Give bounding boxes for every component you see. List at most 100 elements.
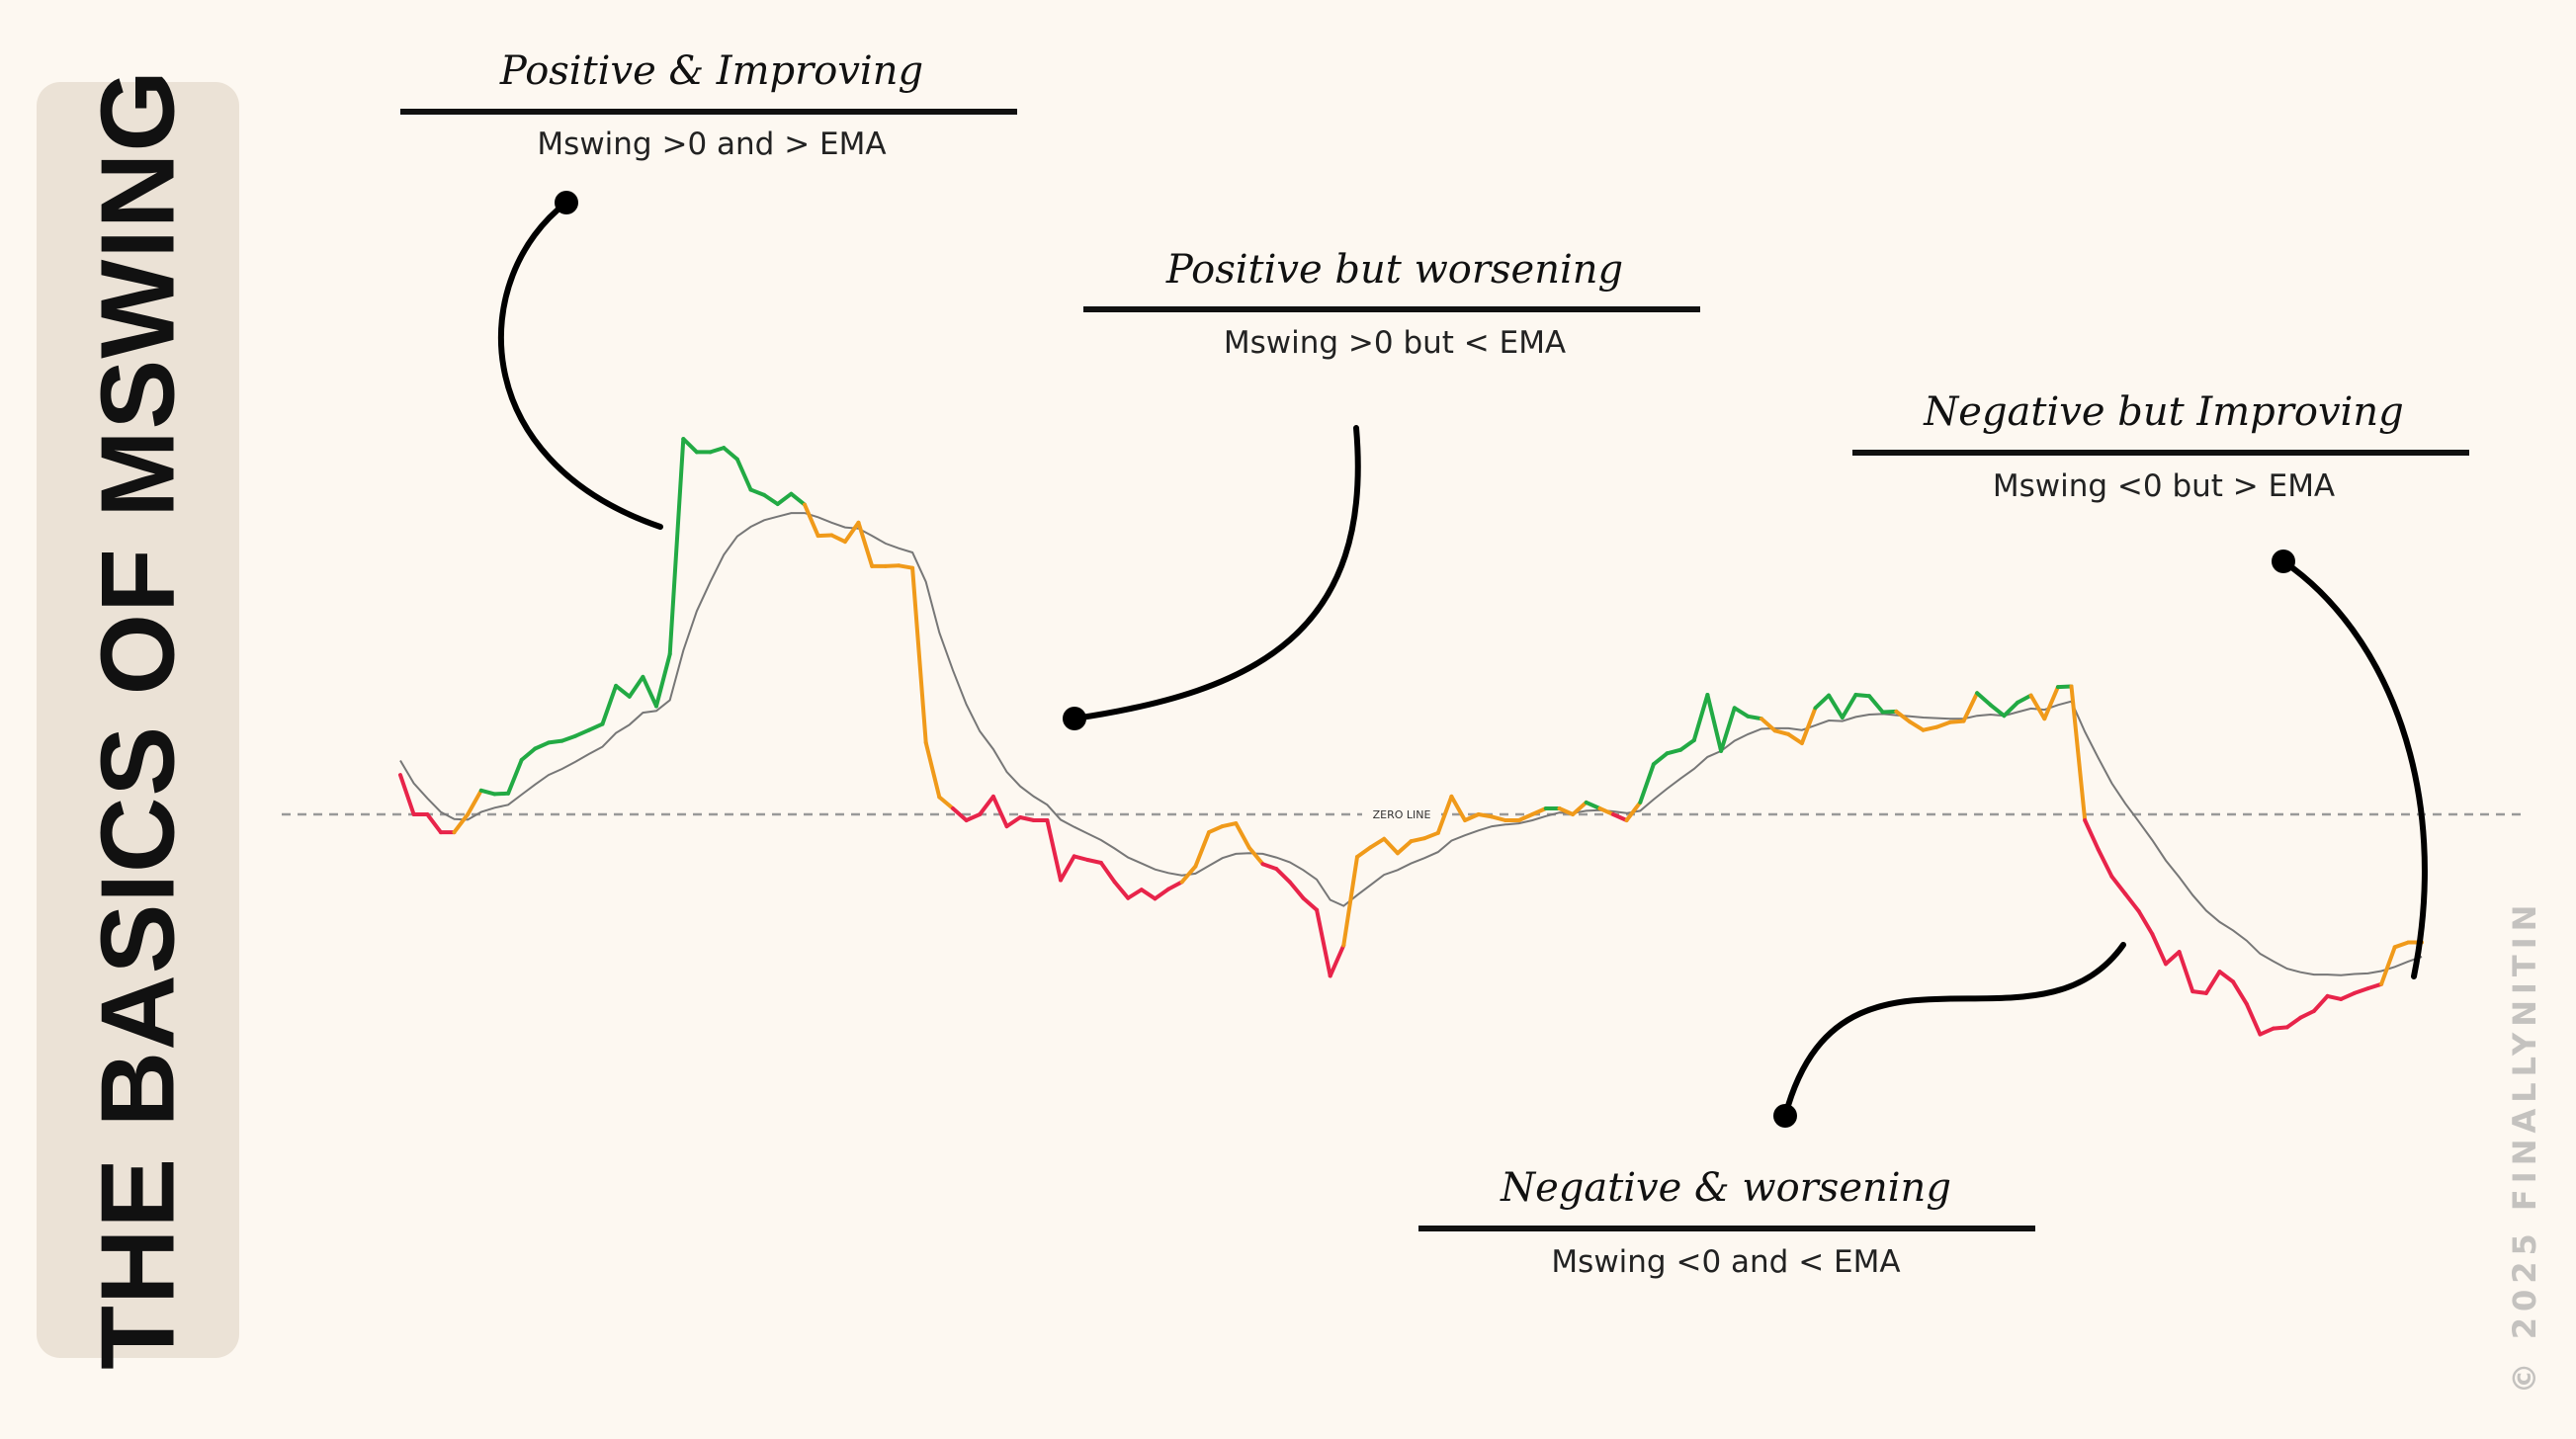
- mswing-series: [398, 437, 2424, 1037]
- mswing-segment: [1112, 880, 1131, 900]
- mswing-segment: [748, 487, 767, 497]
- annotation-subtitle: Mswing <0 and < EMA: [1551, 1244, 1900, 1280]
- mswing-segment: [1368, 836, 1387, 850]
- mswing-segment: [1260, 862, 1279, 872]
- mswing-segment: [533, 740, 551, 751]
- mswing-segment: [2231, 979, 2249, 1006]
- mswing-segment: [1045, 818, 1063, 883]
- mswing-segment: [559, 733, 578, 743]
- annotation-negative-improving: Negative but Improving Mswing <0 but > E…: [1852, 389, 2469, 504]
- callout-dot-1: [555, 191, 578, 214]
- mswing-segment: [1988, 703, 2007, 719]
- mswing-segment: [1422, 830, 1440, 841]
- annotation-title: Negative but Improving: [1923, 389, 2403, 435]
- mswing-segment: [1004, 815, 1023, 829]
- mswing-segment: [883, 563, 902, 568]
- mswing-segment: [2258, 1026, 2275, 1037]
- mswing-segment: [2325, 993, 2344, 1001]
- callout-curve-4: [1782, 942, 2126, 1119]
- mswing-segment: [425, 812, 443, 835]
- ema-line: [399, 512, 2423, 976]
- mswing-segment: [1921, 724, 1939, 732]
- mswing-segment: [1395, 839, 1414, 856]
- mswing-segment: [654, 651, 672, 709]
- mswing-segment: [789, 491, 807, 507]
- mswing-segment: [2190, 989, 2208, 995]
- mswing-segment: [1557, 806, 1576, 816]
- mswing-segment: [1234, 821, 1251, 850]
- mswing-segment: [519, 746, 538, 762]
- mswing-segment: [2069, 684, 2088, 822]
- mswing-segment: [1880, 709, 1899, 715]
- callout-curve-2: [1072, 425, 1361, 721]
- mswing-segment: [1719, 706, 1737, 753]
- mswing-segment: [1624, 800, 1643, 822]
- mswing-segment: [2217, 970, 2236, 984]
- mswing-segment: [816, 533, 834, 539]
- mswing-segment: [910, 565, 928, 745]
- annotation-subtitle: Mswing >0 and > EMA: [537, 127, 886, 162]
- mswing-segment: [1463, 812, 1481, 822]
- callout-positive-improving: [497, 200, 663, 530]
- mswing-segment: [762, 492, 780, 506]
- mswing-segment: [708, 446, 727, 455]
- side-panel: [37, 82, 239, 1358]
- mswing-segment: [1746, 714, 1763, 721]
- mswing-segment: [1435, 794, 1454, 835]
- mswing-segment: [2096, 847, 2114, 879]
- mswing-segment: [1153, 887, 1171, 901]
- mswing-segment: [1139, 888, 1158, 901]
- callout-positive-worsening: [1072, 425, 1361, 721]
- mswing-segment: [1894, 709, 1912, 724]
- mswing-segment: [1975, 691, 1993, 708]
- mswing-segment: [2136, 909, 2155, 936]
- callout-curve-3: [2280, 558, 2428, 979]
- annotation-positive-worsening: Positive but worsening Mswing >0 but < E…: [1083, 247, 1700, 361]
- annotation-subtitle: Mswing <0 but > EMA: [1993, 468, 2335, 504]
- mswing-segment: [2298, 1009, 2316, 1020]
- mswing-segment: [951, 806, 969, 822]
- mswing-segment: [1651, 751, 1670, 767]
- mswing-segment: [1597, 806, 1615, 816]
- annotation-title: Negative & worsening: [1500, 1165, 1951, 1211]
- mswing-segment: [1934, 720, 1952, 729]
- mswing-segment: [547, 738, 564, 745]
- mswing-segment: [478, 788, 497, 797]
- mswing-segment: [2177, 950, 2195, 994]
- mswing-segment: [1665, 747, 1683, 756]
- mswing-segment: [586, 721, 605, 732]
- mswing-segment: [2123, 891, 2141, 913]
- mswing-segment: [1126, 888, 1144, 900]
- mswing-segment: [923, 740, 942, 800]
- mswing-segment: [2311, 993, 2330, 1013]
- mswing-segment: [1584, 800, 1602, 810]
- mswing-segment: [2352, 986, 2370, 995]
- mswing-segment: [1315, 907, 1332, 978]
- mswing-segment: [1287, 880, 1306, 900]
- mswing-segment: [1638, 762, 1656, 804]
- mswing-segment: [1961, 691, 1980, 723]
- mswing-segment: [734, 457, 753, 492]
- mswing-segment: [937, 795, 955, 810]
- annotation-negative-worsening: Negative & worsening Mswing <0 and < EMA: [1418, 1165, 2035, 1280]
- mswing-segment: [842, 520, 861, 545]
- mswing-segment: [2203, 970, 2222, 995]
- mswing-segment: [2244, 1001, 2263, 1037]
- mswing-segment: [2016, 693, 2033, 705]
- annotation-positive-improving: Positive & Improving Mswing >0 and > EMA: [400, 48, 1017, 162]
- mswing-segment: [1867, 694, 1885, 715]
- callout-dot-2: [1063, 707, 1086, 730]
- mswing-segment: [1409, 836, 1427, 844]
- mswing-segment: [1947, 719, 1966, 724]
- mswing-segment: [964, 812, 983, 822]
- mswing-segment: [2083, 818, 2101, 852]
- mswing-segment: [452, 812, 471, 835]
- mswing-segment: [1840, 693, 1858, 720]
- mswing-segment: [1827, 693, 1845, 720]
- mswing-segment: [1355, 845, 1373, 859]
- mswing-segment: [1085, 858, 1103, 865]
- mswing-segment: [1193, 830, 1211, 869]
- mswing-segment: [978, 794, 995, 816]
- callout-dot-4: [1773, 1104, 1797, 1128]
- mswing-segment: [1179, 864, 1198, 885]
